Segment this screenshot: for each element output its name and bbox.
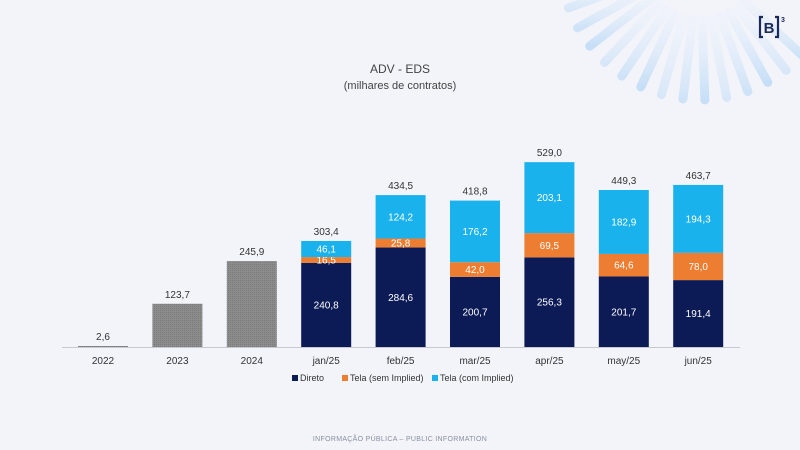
data-label-telacomimplied-jan-25: 46,1 — [316, 245, 336, 256]
bar-telacomimplied-feb-25 — [375, 195, 426, 239]
chart-subtitle: (milhares de contratos) — [343, 80, 457, 92]
data-label-direto-mar-25: 200,7 — [462, 307, 487, 318]
legend-swatch-2 — [432, 375, 438, 381]
bar-direto-feb-25 — [375, 247, 426, 347]
tick-label-2023: 2023 — [166, 356, 189, 367]
bar-annual-2022 — [78, 346, 128, 347]
bar-telacomimplied-jan-25 — [301, 240, 352, 258]
data-label-direto-jan-25: 240,8 — [314, 300, 339, 311]
logo-superscript: 3 — [781, 17, 785, 24]
data-label-direto-apr-25: 256,3 — [537, 298, 562, 309]
bar-telacomimplied-apr-25 — [524, 162, 575, 234]
total-label-feb-25: 434,5 — [388, 181, 413, 192]
data-label-telasemimplied-jun-25: 78,0 — [688, 262, 708, 273]
tick-label-apr-25: apr/25 — [535, 356, 564, 367]
data-label-telasemimplied-apr-25: 69,5 — [540, 241, 560, 252]
bar-telasemimplied-feb-25 — [375, 238, 426, 248]
legend-label-0: Direto — [300, 373, 324, 383]
tick-label-may-25: may/25 — [607, 356, 640, 367]
total-label-jun-25: 463,7 — [686, 171, 711, 182]
total-label-2024: 245,9 — [239, 247, 264, 258]
data-label-telacomimplied-may-25: 182,9 — [611, 217, 636, 228]
bar-telasemimplied-mar-25 — [450, 262, 500, 277]
bar-telasemimplied-may-25 — [598, 253, 649, 277]
bar-telasemimplied-apr-25 — [524, 233, 575, 258]
bar-direto-mar-25 — [450, 276, 500, 347]
chart-title-block: ADV - EDS (milhares de contratos) — [0, 62, 800, 92]
logo-letter: B — [764, 20, 775, 37]
bar-telasemimplied-jun-25 — [673, 252, 724, 281]
total-label-apr-25: 529,0 — [537, 148, 562, 159]
total-label-may-25: 449,3 — [611, 176, 636, 187]
bar-telacomimplied-may-25 — [598, 190, 649, 254]
data-label-telasemimplied-may-25: 64,6 — [614, 261, 634, 272]
data-label-direto-jun-25: 191,4 — [686, 309, 711, 320]
data-label-telasemimplied-mar-25: 42,0 — [465, 265, 485, 276]
total-label-2023: 123,7 — [165, 290, 190, 301]
data-label-direto-may-25: 201,7 — [611, 307, 636, 318]
total-label-jan-25: 303,4 — [314, 227, 339, 238]
data-label-telacomimplied-feb-25: 124,2 — [388, 212, 413, 223]
legend-swatch-0 — [292, 375, 298, 381]
bar-direto-jun-25 — [673, 280, 724, 347]
bar-telacomimplied-mar-25 — [450, 200, 500, 263]
public-information-footer: INFORMAÇÃO PÚBLICA – PUBLIC INFORMATION — [312, 436, 488, 443]
tick-label-jan-25: jan/25 — [312, 356, 341, 367]
data-label-telasemimplied-jan-25: 16,5 — [316, 255, 336, 266]
bar-annual-2023 — [152, 303, 203, 347]
data-label-telacomimplied-jun-25: 194,3 — [686, 214, 711, 225]
bar-direto-apr-25 — [524, 257, 575, 347]
tick-label-2022: 2022 — [92, 356, 115, 367]
legend-swatch-1 — [342, 375, 348, 381]
data-label-direto-feb-25: 284,6 — [388, 293, 413, 304]
tick-label-mar-25: mar/25 — [459, 356, 491, 367]
bar-direto-jan-25 — [301, 262, 352, 347]
total-label-2022: 2,6 — [96, 332, 110, 343]
legend-label-1: Tela (sem Implied) — [350, 373, 424, 383]
tick-label-2024: 2024 — [241, 356, 264, 367]
data-label-telacomimplied-apr-25: 203,1 — [537, 193, 562, 204]
bar-direto-may-25 — [598, 276, 649, 347]
tick-label-jun-25: jun/25 — [684, 356, 713, 367]
bar-telasemimplied-jan-25 — [301, 257, 352, 263]
total-label-mar-25: 418,8 — [462, 187, 487, 198]
legend-label-2: Tela (com Implied) — [440, 373, 514, 383]
data-label-telasemimplied-feb-25: 25,8 — [391, 239, 411, 250]
bar-telacomimplied-jun-25 — [673, 184, 724, 253]
b3-logo: B 3 — [758, 14, 786, 40]
data-label-telacomimplied-mar-25: 176,2 — [462, 227, 487, 238]
chart-title: ADV - EDS — [369, 62, 430, 76]
tick-label-feb-25: feb/25 — [387, 356, 415, 367]
bar-annual-2024 — [226, 261, 277, 347]
